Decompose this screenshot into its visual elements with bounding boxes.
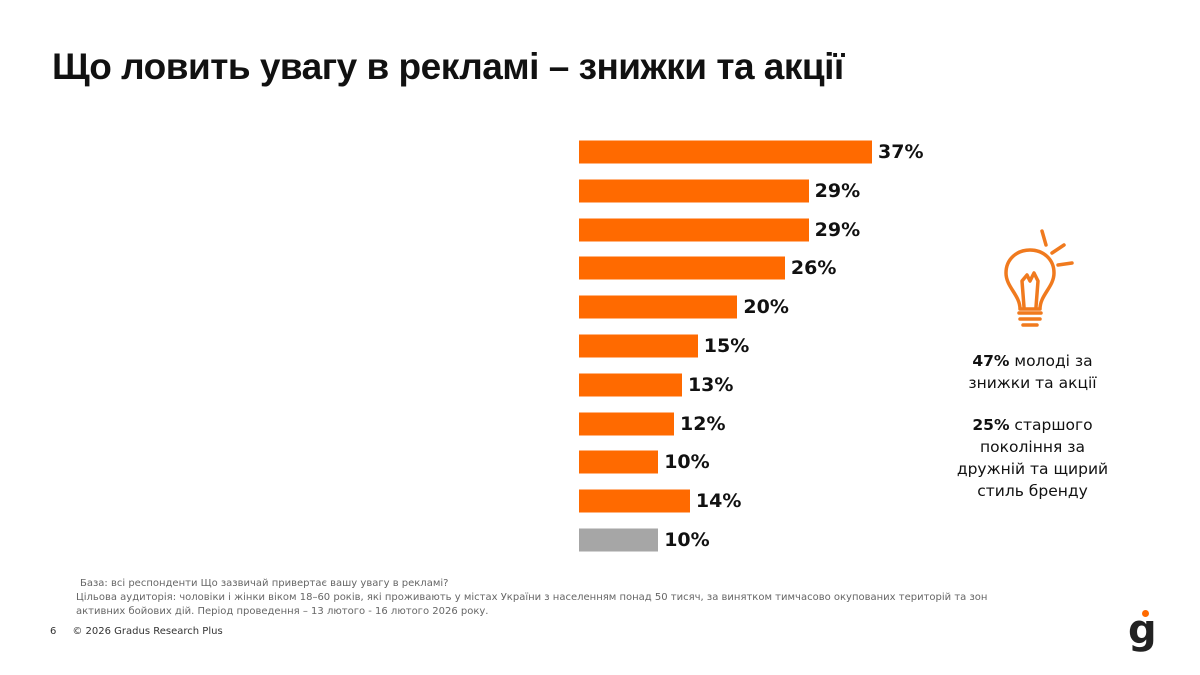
bar	[579, 256, 785, 280]
gradus-logo: g	[1128, 610, 1157, 650]
footnote: База: всі респонденти Що зазвичай привер…	[76, 577, 996, 619]
stat-older: 25% старшого покоління за дружній та щир…	[945, 414, 1120, 502]
stat-young-text: молоді за знижки та акції	[968, 352, 1097, 392]
stat-young: 47% молоді за знижки та акції	[945, 350, 1120, 394]
bar	[579, 334, 698, 358]
copyright: © 2026 Gradus Research Plus	[72, 626, 223, 637]
logo-dot	[1142, 610, 1149, 617]
value-label: 29%	[814, 218, 861, 241]
bar	[579, 218, 809, 242]
value-label: 37%	[878, 141, 924, 163]
lightbulb-icon	[1004, 229, 1074, 327]
stat-older-value: 25%	[972, 416, 1010, 434]
value-label: 10%	[664, 529, 710, 551]
bar	[579, 412, 675, 436]
value-label: 14%	[695, 490, 742, 513]
footnote-base: База: всі респонденти Що зазвичай привер…	[80, 578, 449, 589]
footer: 6 © 2026 Gradus Research Plus	[50, 626, 239, 637]
stat-older-text: старшого покоління за дружній та щирий с…	[956, 416, 1109, 500]
bar	[579, 373, 682, 397]
bar	[579, 179, 809, 203]
page-number: 6	[50, 626, 57, 637]
bar	[579, 450, 659, 474]
stat-young-value: 47%	[972, 352, 1010, 370]
value-label: 26%	[790, 257, 837, 280]
value-label: 13%	[687, 373, 734, 396]
bar	[579, 140, 873, 164]
page-title: Що ловить увагу в рекламі – знижки та ак…	[52, 46, 844, 87]
value-label: 10%	[664, 451, 710, 474]
value-label: 15%	[703, 335, 750, 357]
value-label: 29%	[814, 179, 861, 202]
bar	[579, 489, 690, 513]
value-label: 12%	[680, 412, 726, 435]
value-label: 20%	[743, 296, 789, 319]
bar	[579, 528, 659, 552]
logo-letter: g	[1128, 607, 1157, 653]
bar	[579, 295, 738, 319]
footnote-audience: Цільова аудиторія: чоловіки і жінки віко…	[76, 592, 988, 617]
